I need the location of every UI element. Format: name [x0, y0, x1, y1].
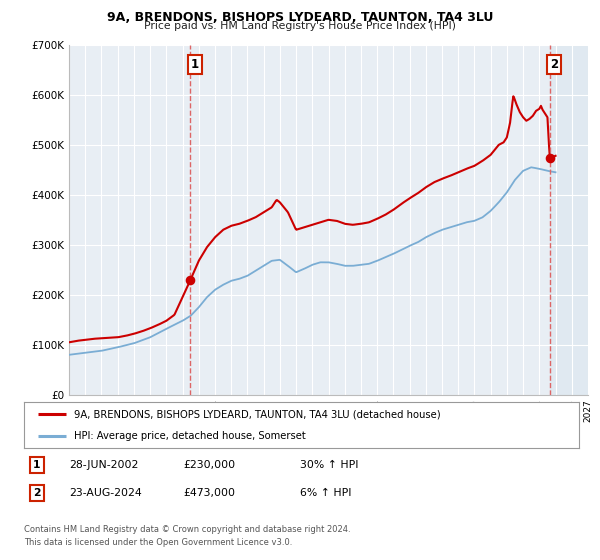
Text: 1: 1 — [33, 460, 41, 470]
Text: 2: 2 — [550, 58, 558, 71]
Text: 28-JUN-2002: 28-JUN-2002 — [69, 460, 139, 470]
Text: 30% ↑ HPI: 30% ↑ HPI — [300, 460, 359, 470]
Text: £230,000: £230,000 — [183, 460, 235, 470]
Text: 9A, BRENDONS, BISHOPS LYDEARD, TAUNTON, TA4 3LU: 9A, BRENDONS, BISHOPS LYDEARD, TAUNTON, … — [107, 11, 493, 24]
Point — [545, 154, 554, 163]
Text: 2: 2 — [33, 488, 41, 498]
Text: £473,000: £473,000 — [183, 488, 235, 498]
Text: This data is licensed under the Open Government Licence v3.0.: This data is licensed under the Open Gov… — [24, 538, 292, 547]
Bar — [550, 45, 588, 395]
Text: Contains HM Land Registry data © Crown copyright and database right 2024.: Contains HM Land Registry data © Crown c… — [24, 525, 350, 534]
Text: HPI: Average price, detached house, Somerset: HPI: Average price, detached house, Some… — [74, 431, 306, 441]
Text: 9A, BRENDONS, BISHOPS LYDEARD, TAUNTON, TA4 3LU (detached house): 9A, BRENDONS, BISHOPS LYDEARD, TAUNTON, … — [74, 409, 440, 419]
Text: Price paid vs. HM Land Registry's House Price Index (HPI): Price paid vs. HM Land Registry's House … — [144, 21, 456, 31]
Point — [185, 276, 195, 284]
Text: 23-AUG-2024: 23-AUG-2024 — [69, 488, 142, 498]
Text: 6% ↑ HPI: 6% ↑ HPI — [300, 488, 352, 498]
Text: 1: 1 — [190, 58, 199, 71]
